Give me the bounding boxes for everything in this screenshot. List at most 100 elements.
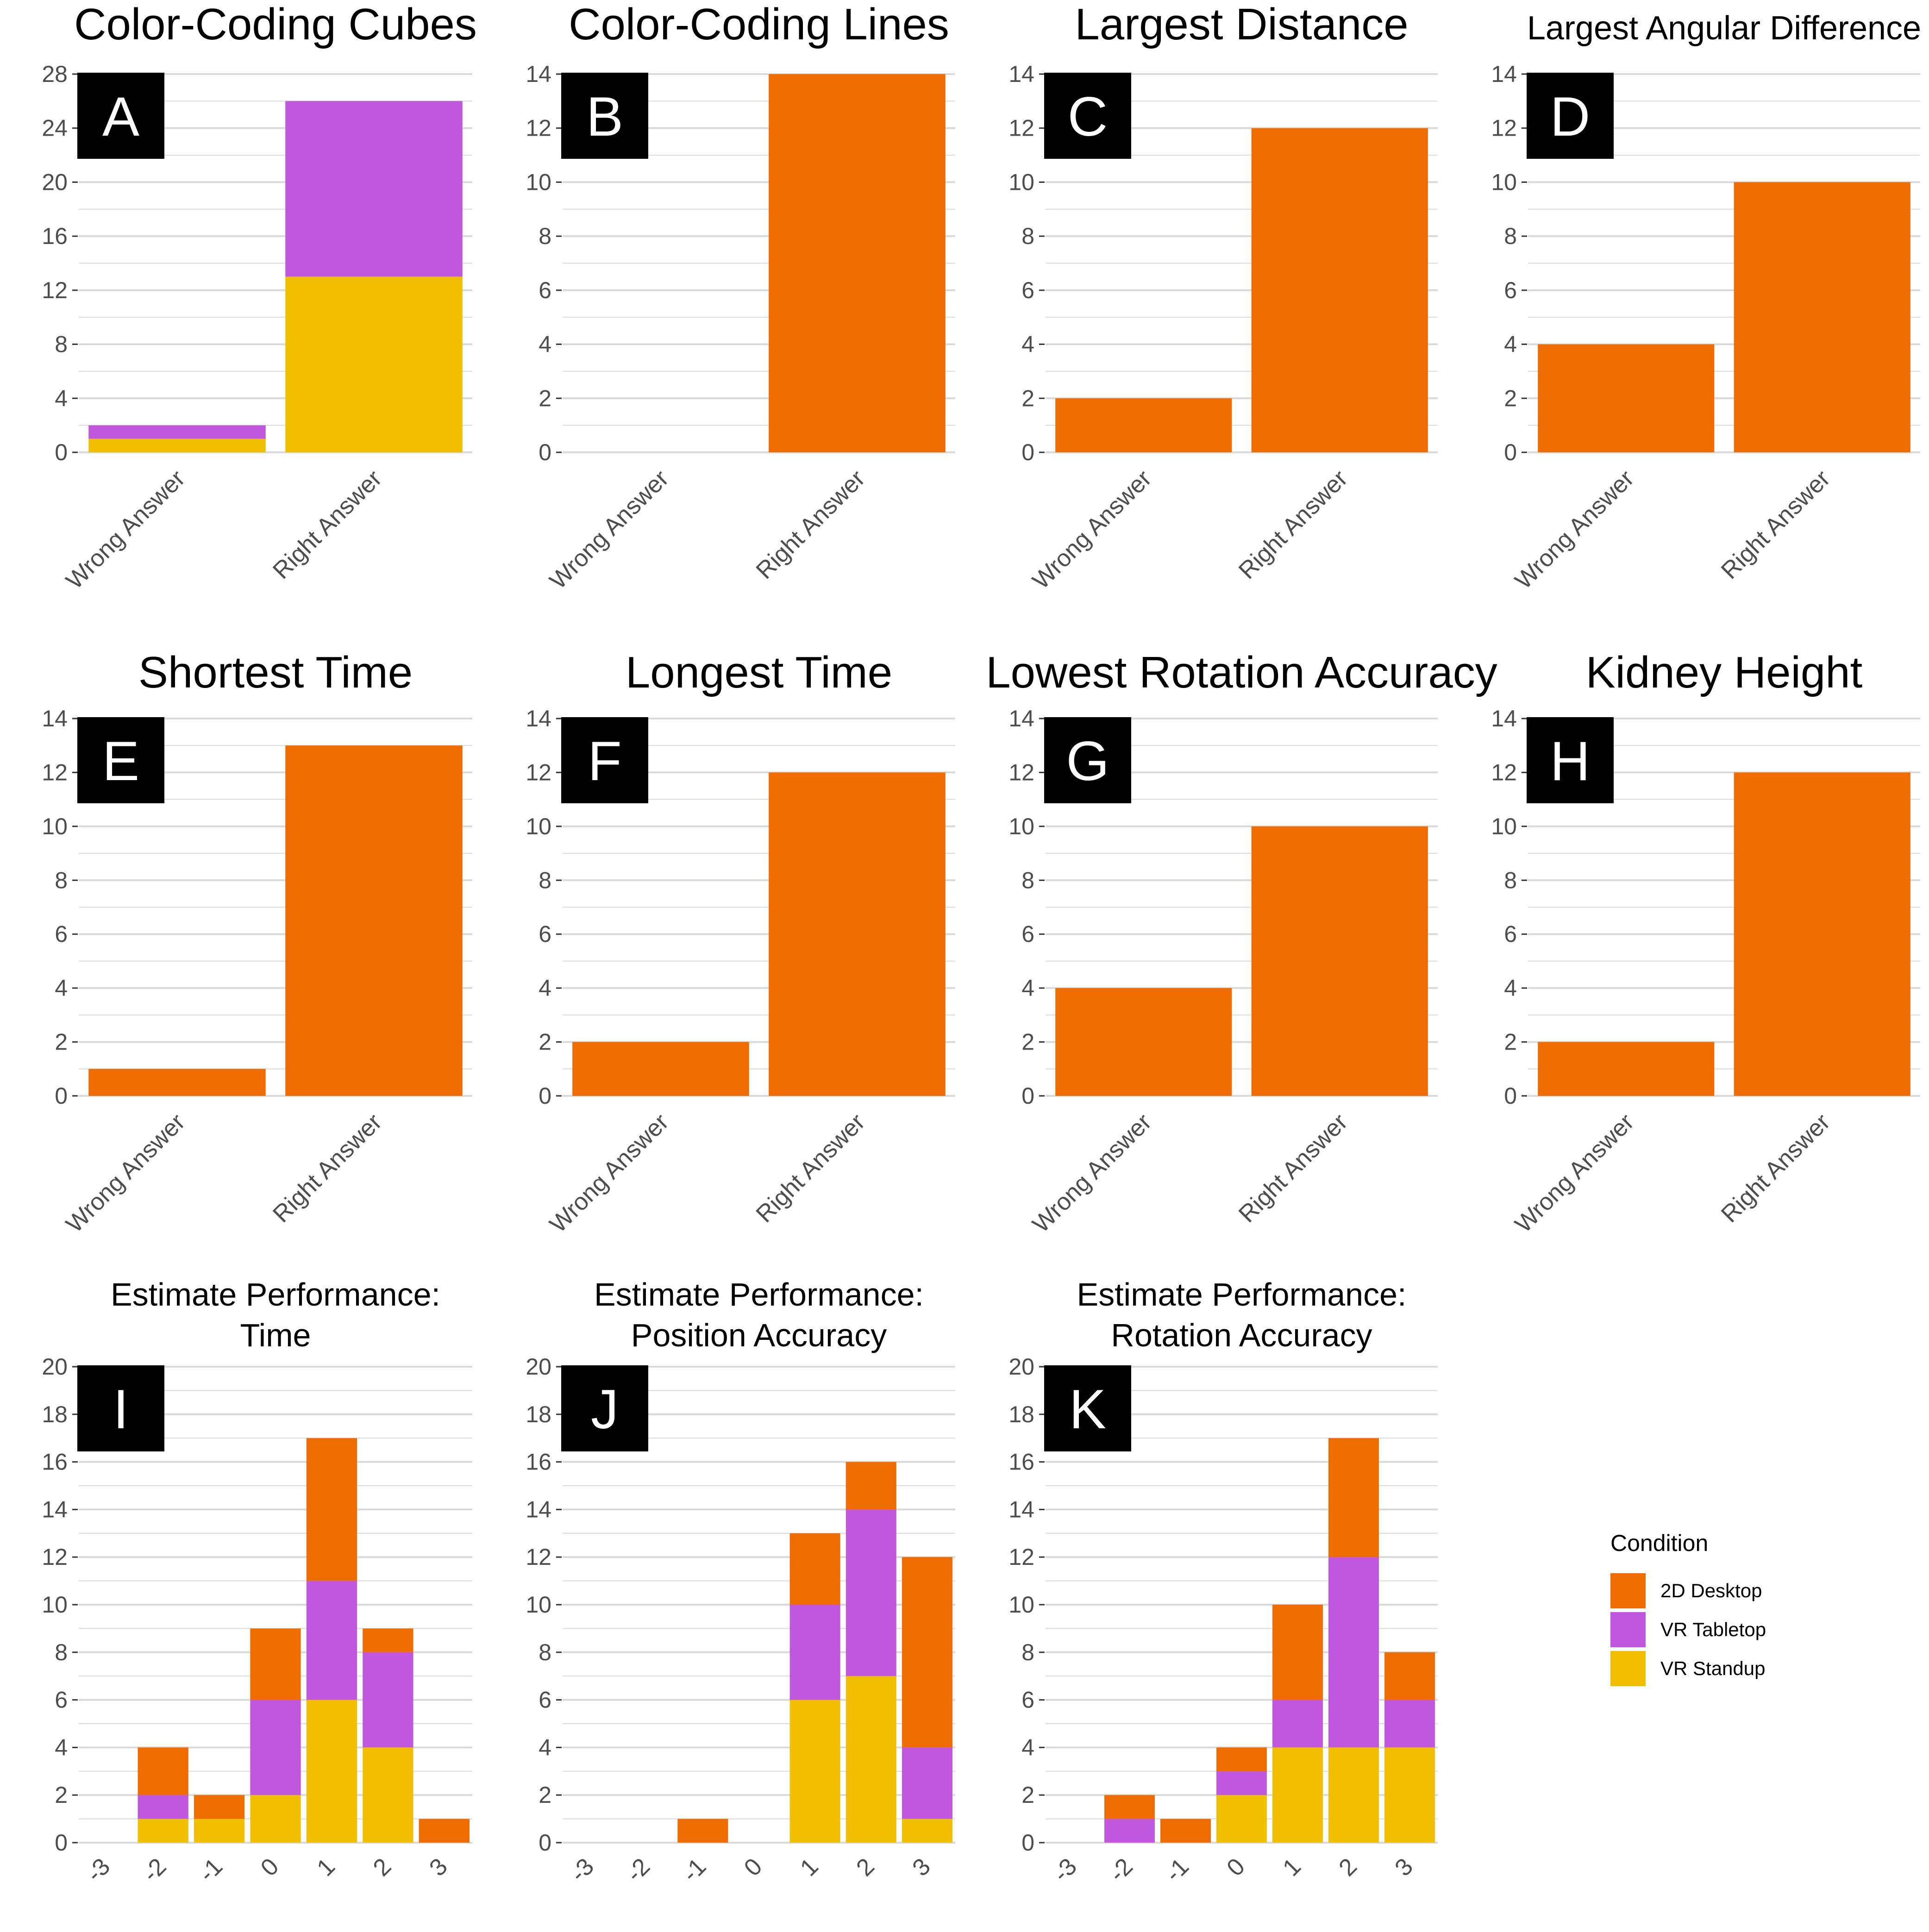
panel-letter: C [1068, 86, 1108, 148]
legend-label: 2D Desktop [1660, 1580, 1762, 1601]
y-tick-label: 16 [42, 223, 68, 249]
legend-label: VR Standup [1660, 1657, 1766, 1679]
y-tick-label: 0 [55, 439, 68, 465]
y-tick-label: 8 [1504, 867, 1517, 893]
bar-segment [902, 1747, 952, 1819]
y-tick-label: 10 [526, 1592, 551, 1618]
y-tick-label: 2 [539, 1029, 551, 1055]
y-tick-label: 2 [55, 1029, 68, 1055]
panel-letter: I [113, 1378, 128, 1440]
y-tick-label: 18 [526, 1401, 551, 1427]
y-tick-label: 12 [1008, 1544, 1034, 1570]
panel-title: Largest Distance [1075, 0, 1408, 49]
y-tick-label: 8 [55, 867, 68, 893]
y-tick-label: 0 [1021, 439, 1034, 465]
panel-title: Kidney Height [1586, 648, 1863, 697]
bar-segment [88, 425, 266, 439]
y-tick-label: 16 [526, 1449, 551, 1475]
y-tick-label: 10 [526, 813, 551, 839]
bar-segment [1328, 1747, 1379, 1843]
y-tick-label: 10 [1491, 169, 1517, 195]
y-tick-label: 14 [526, 706, 551, 732]
bar-segment [1384, 1700, 1435, 1748]
y-tick-label: 20 [42, 1354, 68, 1380]
panel-letter-badge [561, 717, 648, 803]
y-tick-label: 14 [526, 1496, 551, 1522]
y-tick-label: 14 [42, 1496, 68, 1522]
panel-letter: J [591, 1378, 619, 1440]
panel-letter: D [1550, 86, 1591, 148]
panel-title: Estimate Performance: [111, 1276, 440, 1313]
legend-label: VR Tabletop [1660, 1619, 1766, 1640]
panel-j: Estimate Performance: Position Accuracy 0 2… [526, 1276, 955, 1887]
y-tick-label: 6 [539, 921, 551, 947]
y-tick-label: 20 [42, 169, 68, 195]
bar-segment [1272, 1747, 1323, 1843]
bar-segment [285, 745, 463, 1096]
bar-segment [250, 1628, 301, 1700]
bar-segment [1160, 1819, 1211, 1843]
bar-segment [1328, 1438, 1379, 1557]
y-tick-label: 8 [539, 867, 551, 893]
y-tick-label: 12 [42, 1544, 68, 1570]
bar-segment [769, 772, 946, 1096]
panel-letter: G [1066, 730, 1109, 792]
bar-segment [1384, 1747, 1435, 1843]
panel-letter-badge [1044, 1365, 1131, 1451]
panel-title: Color-Coding Cubes [74, 0, 477, 49]
bar-segment [789, 1533, 840, 1605]
bar-segment [194, 1819, 245, 1843]
y-tick-label: 10 [1008, 813, 1034, 839]
bar-segment [1104, 1819, 1155, 1843]
y-tick-label: 4 [1021, 331, 1034, 357]
bar-segment [846, 1676, 896, 1843]
y-tick-label: 6 [55, 921, 68, 947]
y-tick-label: 14 [1008, 1496, 1034, 1522]
y-tick-label: 16 [42, 1449, 68, 1475]
panel-title: Position Accuracy [631, 1317, 887, 1353]
y-tick-label: 8 [539, 1639, 551, 1665]
panel-title: Rotation Accuracy [1111, 1317, 1372, 1353]
y-tick-label: 12 [526, 115, 551, 141]
legend-swatch [1610, 1651, 1646, 1686]
bar-segment [677, 1819, 728, 1843]
bar-segment [1055, 398, 1232, 452]
panel-letter: A [102, 86, 139, 148]
y-tick-label: 8 [539, 223, 551, 249]
y-tick-label: 0 [1021, 1083, 1034, 1109]
y-tick-label: 4 [1021, 975, 1034, 1001]
y-tick-label: 0 [55, 1083, 68, 1109]
y-tick-label: 4 [539, 975, 551, 1001]
bar-segment [363, 1747, 413, 1843]
y-tick-label: 12 [1491, 759, 1517, 785]
bar-segment [1216, 1747, 1267, 1771]
bar-segment [1538, 1042, 1715, 1096]
bar-segment [138, 1747, 188, 1795]
y-tick-label: 20 [526, 1354, 551, 1380]
y-tick-label: 10 [1008, 1592, 1034, 1618]
y-tick-label: 2 [55, 1782, 68, 1808]
bar-segment [363, 1628, 413, 1652]
panel-k: Estimate Performance: Rotation Accuracy 0 2… [1008, 1276, 1438, 1887]
bar-segment [1055, 988, 1232, 1096]
bar-segment [1272, 1700, 1323, 1748]
y-tick-label: 14 [42, 706, 68, 732]
panel-i: Estimate Performance: Time 0 2 4 6 8 10 12 14 16 18… [42, 1276, 472, 1887]
y-tick-label: 4 [55, 975, 68, 1001]
y-tick-label: 8 [1021, 867, 1034, 893]
panel-title: Time [240, 1317, 311, 1353]
y-tick-label: 8 [1504, 223, 1517, 249]
y-tick-label: 0 [1504, 439, 1517, 465]
panel-letter-badge [1527, 717, 1614, 803]
y-tick-label: 8 [1021, 1639, 1034, 1665]
legend: Condition 2D Desktop VR Tabletop VR Standup [1610, 1530, 1766, 1686]
y-tick-label: 14 [526, 61, 551, 87]
panel-title: Lowest Rotation Accuracy [986, 648, 1497, 697]
legend-title: Condition [1610, 1530, 1708, 1556]
y-tick-label: 0 [539, 439, 551, 465]
y-tick-label: 0 [55, 1830, 68, 1856]
bar-segment [1216, 1771, 1267, 1795]
y-tick-label: 2 [539, 385, 551, 411]
